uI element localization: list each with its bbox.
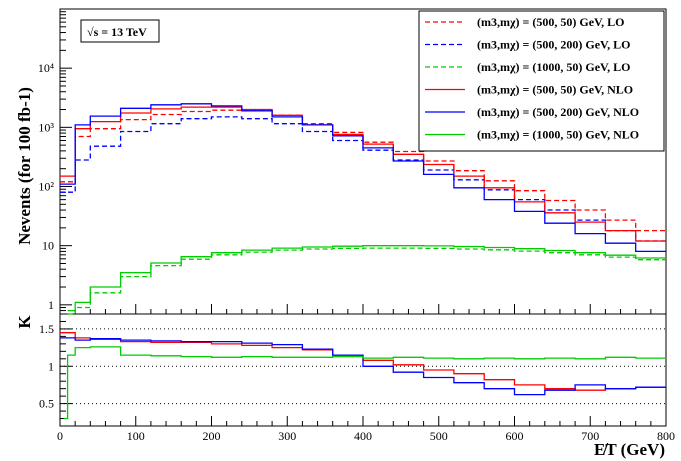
ratio-y-tick-label: 0.5 — [39, 397, 54, 411]
legend-label-1: (m3,mχ) = (500, 200) GeV, LO — [477, 38, 630, 52]
x-tick-label: 800 — [657, 429, 675, 443]
series-line-0 — [60, 109, 666, 232]
x-axis-title: E̸T (GeV) — [594, 440, 665, 459]
ratio-axis-ticks — [59, 320, 667, 426]
top-y-tick-label: 10³ — [38, 120, 54, 134]
ratio-plot-frame — [59, 313, 667, 427]
ratio-y-tick-label: 1.5 — [39, 322, 54, 336]
legend-box — [418, 10, 665, 152]
energy-label: √s = 13 TeV — [87, 25, 147, 39]
x-tick-label: 300 — [278, 429, 296, 443]
legend-label-4: (m3,mχ) = (500, 200) GeV, NLO — [477, 105, 639, 119]
ratio-y-tick-label: 1 — [48, 359, 54, 373]
top-y-tick-label: 10 — [42, 239, 54, 253]
ratio-series-group — [60, 332, 666, 420]
series-line-1 — [60, 116, 666, 242]
legend: (m3,mχ) = (500, 50) GeV, LO (m3,mχ) = (50… — [425, 15, 639, 142]
x-tick-label: 100 — [127, 429, 145, 443]
legend-label-5: (m3,mχ) = (1000, 50) GeV, NLO — [477, 128, 639, 142]
series-line-3 — [60, 106, 666, 242]
legend-label-3: (m3,mχ) = (500, 50) GeV, NLO — [477, 83, 633, 97]
top-y-tick-label: 10⁴ — [38, 61, 54, 75]
ratio-y-axis-title: K — [15, 315, 34, 329]
ratio-series-line-2 — [63, 346, 666, 420]
x-tick-label: 200 — [203, 429, 221, 443]
series-line-2 — [67, 247, 666, 315]
top-y-tick-label: 10² — [38, 180, 54, 194]
energy-label-box — [80, 19, 160, 43]
top-y-tick-label: 1 — [48, 298, 54, 312]
x-tick-label: 500 — [430, 429, 448, 443]
top-y-axis-title: Nevents (for 100 fb-1) — [15, 87, 34, 245]
x-tick-label: 600 — [506, 429, 524, 443]
legend-label-0: (m3,mχ) = (500, 50) GeV, LO — [477, 15, 624, 29]
x-tick-label: 400 — [354, 429, 372, 443]
x-tick-label: 700 — [581, 429, 599, 443]
series-line-5 — [67, 245, 666, 312]
ratio-series-line-1 — [60, 337, 666, 396]
x-tick-label: 0 — [57, 429, 63, 443]
top-series-group — [60, 103, 666, 315]
series-line-4 — [60, 103, 666, 253]
legend-label-2: (m3,mχ) = (1000, 50) GeV, LO — [477, 60, 630, 74]
